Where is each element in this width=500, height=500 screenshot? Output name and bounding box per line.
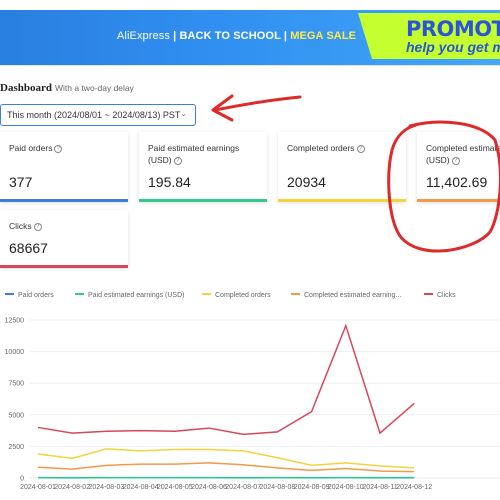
mega-sale-label: MEGA SALE	[290, 30, 357, 42]
card-accent-bar	[417, 199, 500, 202]
banner-text: AliExpress | BACK TO SCHOOL | MEGA SALE	[117, 30, 356, 42]
help-icon[interactable]: ?	[33, 222, 42, 231]
card-accent-bar	[0, 265, 128, 268]
x-tick-label: 2024-08-01	[20, 484, 56, 491]
series-line-completed-estimated-earning	[37, 462, 415, 473]
x-axis-ticks: 2024-08-012024-08-022024-08-032024-08-04…	[20, 484, 432, 491]
card-value: 377	[9, 174, 33, 190]
card-value: 20934	[287, 174, 326, 190]
banner-separator: |	[283, 30, 288, 42]
card-label: Completed orders?	[287, 142, 365, 154]
page-subtitle: With a two-day delay	[55, 83, 134, 93]
x-tick-label: 2024-08-05	[157, 484, 193, 491]
promotion-subtitle: help you get mo	[406, 39, 500, 55]
x-tick-label: 2024-08-08	[259, 484, 295, 491]
y-tick-label: 10000	[5, 349, 25, 356]
date-range-value: This month (2024/08/01 ~ 2024/08/13) PST	[7, 110, 181, 120]
card-accent-bar	[0, 199, 128, 202]
card-accent-bar	[139, 199, 267, 202]
card-completed-estimated-earnings: Completed estimated earnings (USD)? 11,4…	[417, 132, 500, 202]
card-value: 11,402.69	[426, 174, 488, 190]
annotation-arrow-head	[211, 94, 234, 122]
promo-banner[interactable]: AliExpress | BACK TO SCHOOL | MEGA SALE …	[0, 10, 500, 66]
legend-item-paid-orders[interactable]: Paid orders	[5, 292, 54, 299]
x-tick-label: 2024-08-07	[225, 484, 261, 491]
card-paid-orders: Paid orders? 377	[0, 132, 128, 202]
help-icon[interactable]: ?	[54, 144, 63, 153]
y-tick-label: 5000	[8, 412, 24, 419]
page-title: Dashboard	[0, 82, 52, 94]
card-clicks: Clicks? 68667	[0, 210, 128, 268]
help-icon[interactable]: ?	[356, 144, 365, 153]
date-range-select[interactable]: This month (2024/08/01 ~ 2024/08/13) PST…	[0, 104, 196, 126]
card-paid-estimated-earnings: Paid estimated earnings (USD)? 195.84	[139, 132, 267, 202]
legend-item-completed-estimated-earnings[interactable]: Completed estimated earning...	[291, 292, 401, 299]
promotion-badge: PROMOTIO help you get mo	[358, 13, 500, 59]
card-label: Completed estimated earnings (USD)?	[426, 143, 500, 165]
aliexpress-logo: AliExpress	[117, 30, 170, 42]
chevron-down-icon: ⌄	[180, 109, 187, 118]
card-label: Paid estimated earnings (USD)?	[148, 143, 240, 165]
card-completed-orders: Completed orders? 20934	[278, 132, 406, 202]
y-axis-ticks: 0 2500 5000 7500 10000 12500	[5, 318, 25, 483]
promotion-title: PROMOTIO	[406, 17, 500, 41]
series-line-completed-orders	[37, 448, 415, 469]
x-tick-label: 2024-08-03	[88, 484, 124, 491]
x-tick-label: 2024-08-09	[294, 484, 330, 491]
campaign-name: BACK TO SCHOOL	[179, 30, 281, 42]
chart-grid	[30, 319, 500, 479]
x-tick-label: 2024-08-04	[123, 484, 159, 491]
x-tick-label: 2024-08-10	[328, 484, 364, 491]
x-tick-label: 2024-08-11	[362, 484, 397, 491]
legend-item-clicks[interactable]: Clicks	[424, 292, 456, 299]
card-value: 195.84	[148, 174, 191, 190]
series-line-clicks	[37, 323, 415, 436]
card-label: Paid orders?	[9, 142, 63, 154]
x-tick-label: 2024-08-02	[54, 484, 90, 491]
y-tick-label: 0	[20, 476, 24, 483]
legend-item-completed-orders[interactable]: Completed orders	[202, 292, 271, 299]
annotation-arrow	[213, 95, 302, 112]
x-tick-label: 2024-08-12	[396, 484, 432, 491]
card-accent-bar	[278, 199, 406, 202]
help-icon[interactable]: ?	[451, 156, 460, 165]
x-tick-label: 2024-08-06	[191, 484, 227, 491]
y-tick-label: 7500	[8, 381, 24, 388]
help-icon[interactable]: ?	[173, 156, 182, 165]
legend-item-paid-estimated-earnings[interactable]: Paid estimated earnings (USD)	[75, 292, 185, 299]
banner-separator: |	[173, 30, 177, 42]
y-tick-label: 12500	[5, 318, 25, 325]
chart-series	[37, 323, 415, 479]
card-value: 68667	[9, 240, 48, 256]
y-tick-label: 2500	[8, 444, 24, 451]
card-label: Clicks?	[9, 220, 42, 232]
chart-legend: Paid orders Paid estimated earnings (USD…	[0, 292, 500, 304]
